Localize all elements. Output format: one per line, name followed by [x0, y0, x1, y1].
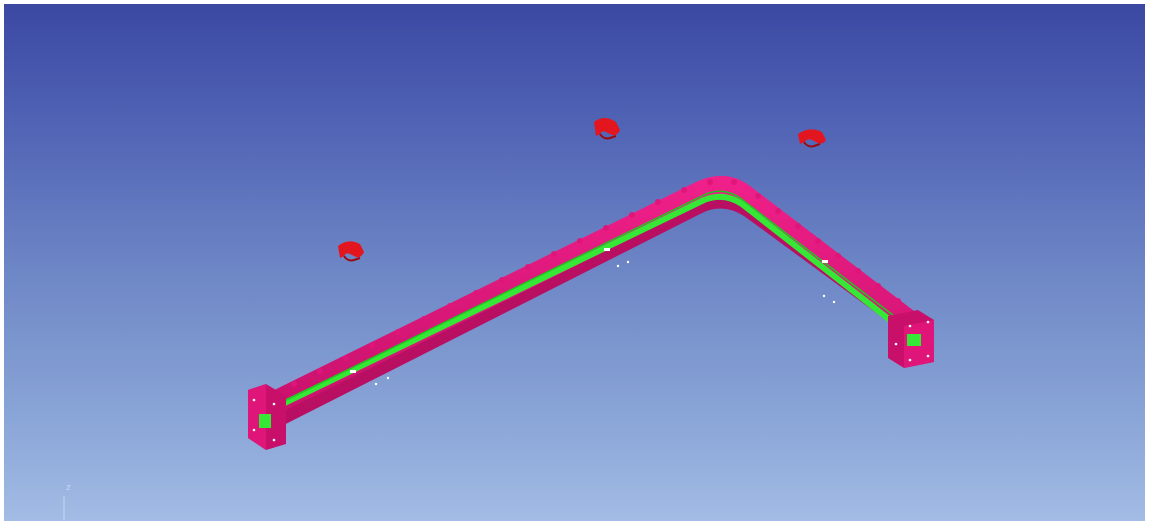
axis-z-label: z — [66, 483, 71, 493]
waveguide-assembly[interactable] — [248, 175, 934, 450]
marker-center[interactable] — [594, 118, 620, 140]
axis-lines-icon — [63, 496, 65, 520]
model-scene — [248, 118, 934, 450]
flange-left[interactable] — [248, 384, 286, 450]
3d-viewport[interactable]: z — [4, 4, 1145, 521]
waveguide-channel-inner — [273, 190, 903, 407]
waveguide-channel — [264, 193, 910, 415]
waveguide-body-side — [250, 182, 916, 434]
waveguide-markers-white — [350, 248, 836, 386]
marker-right[interactable] — [798, 129, 826, 148]
flange-right[interactable] — [888, 310, 934, 368]
marker-left[interactable] — [338, 241, 364, 262]
flange-bolts — [291, 179, 901, 387]
axis-triad: z — [52, 482, 92, 521]
